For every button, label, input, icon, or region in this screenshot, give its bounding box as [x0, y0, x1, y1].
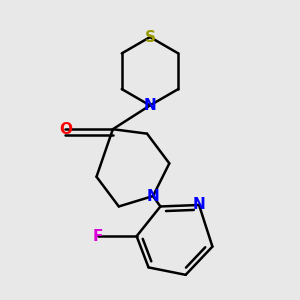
- Text: N: N: [193, 197, 206, 212]
- Text: O: O: [59, 122, 72, 137]
- Text: S: S: [145, 30, 155, 45]
- Text: F: F: [93, 229, 103, 244]
- Text: N: N: [147, 189, 159, 204]
- Text: N: N: [144, 98, 156, 113]
